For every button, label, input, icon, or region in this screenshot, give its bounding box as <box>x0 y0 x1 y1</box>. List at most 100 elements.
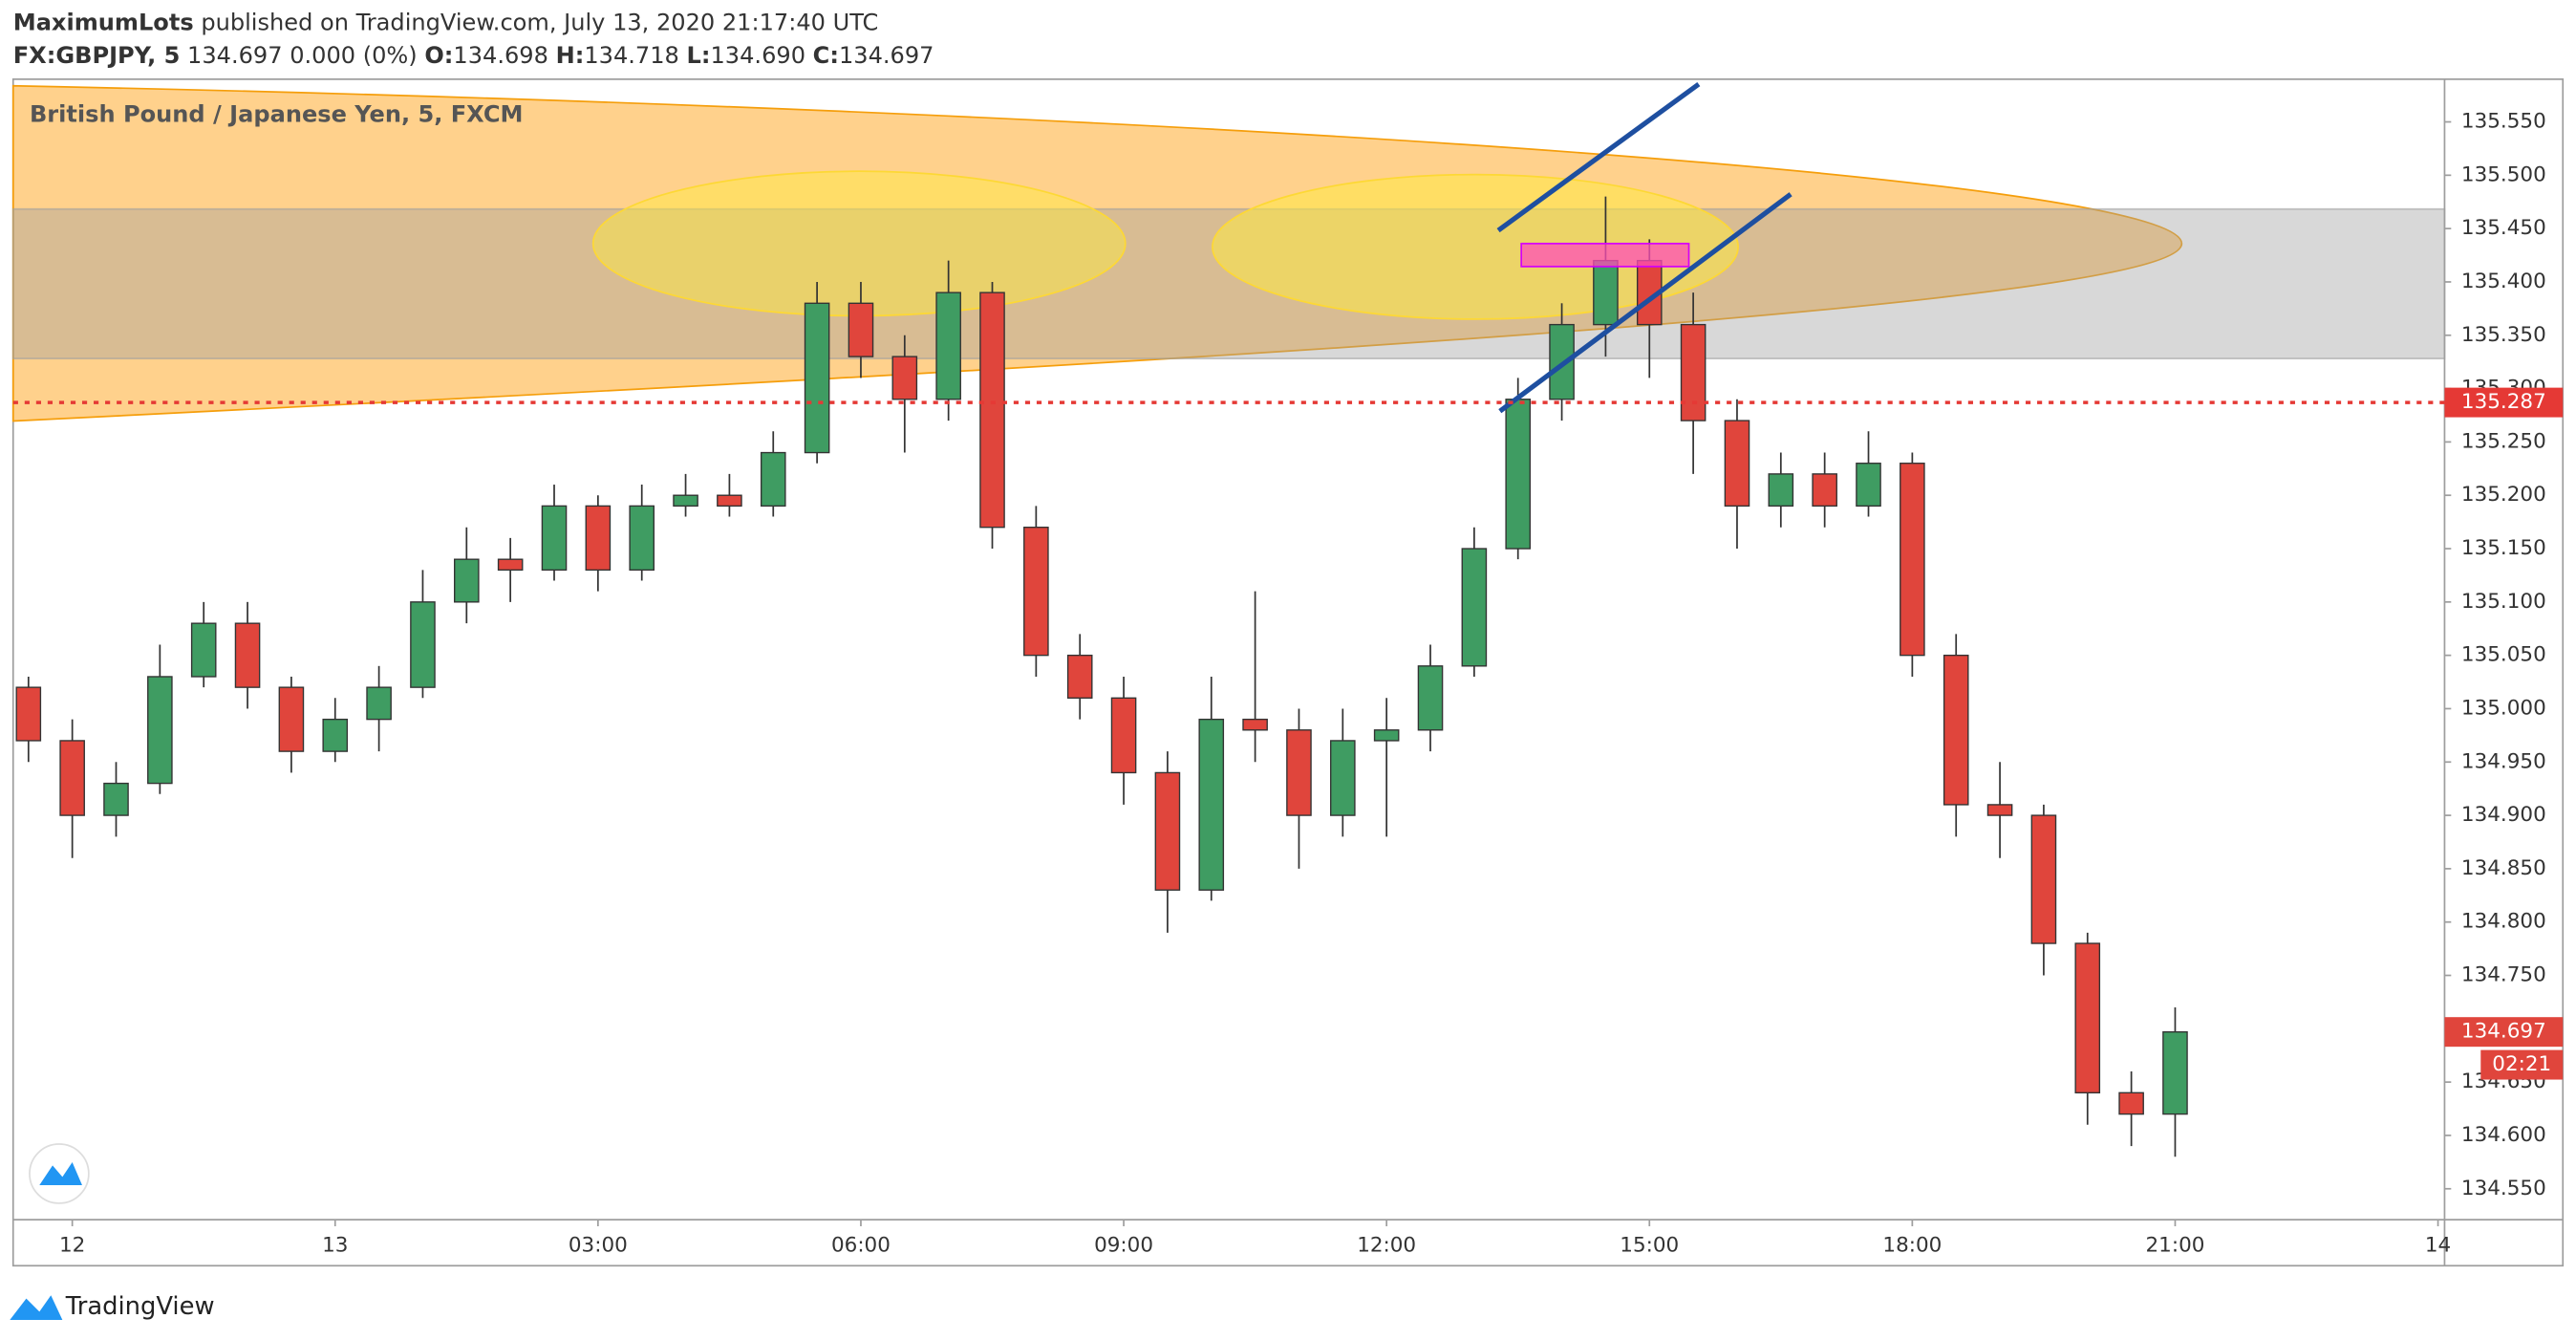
x-tick-label: 15:00 <box>1620 1234 1679 1258</box>
y-tick-label: 135.000 <box>2461 696 2546 720</box>
candle-body <box>1198 718 1225 891</box>
candle-body <box>541 505 568 572</box>
published: published on TradingView.com, July 13, 2… <box>201 9 878 35</box>
candle-body <box>2030 814 2057 944</box>
x-tick-label: 12 <box>59 1234 85 1258</box>
candles <box>15 196 2188 1157</box>
footer-brand: TradingView <box>65 1292 215 1321</box>
x-tick-label: 03:00 <box>569 1234 628 1258</box>
y-tick-label: 135.250 <box>2461 429 2546 453</box>
countdown-box <box>2480 1049 2564 1080</box>
candle-body <box>1110 697 1137 774</box>
change: 134.697 0.000 (0%) <box>187 42 418 69</box>
candle-body <box>1724 420 1750 508</box>
y-tick-label: 134.950 <box>2461 749 2546 773</box>
candle-body <box>935 292 961 400</box>
y-tick-label: 134.550 <box>2461 1177 2546 1200</box>
y-tick-label: 134.850 <box>2461 856 2546 880</box>
candle-body <box>2162 1030 2188 1115</box>
orange-ellipse <box>11 84 2183 422</box>
candle-body <box>1856 463 1881 508</box>
candle-body <box>1242 718 1268 731</box>
ohlc-label: O: <box>424 42 453 69</box>
candle-body <box>673 494 698 508</box>
candle-body <box>497 558 524 572</box>
x-tick-label: 14 <box>2425 1234 2451 1258</box>
candle-body <box>804 302 830 454</box>
price-line-label: 135.287 <box>2461 390 2546 414</box>
ohlc-value: 134.690 <box>711 42 806 69</box>
candle-body <box>410 601 436 688</box>
ohlc-label: L: <box>687 42 711 69</box>
last-price-box <box>2444 1017 2564 1048</box>
logo-icon <box>39 1161 82 1186</box>
candle-body <box>2074 942 2101 1093</box>
candle-body <box>1768 473 1794 508</box>
countdown-label: 02:21 <box>2492 1052 2551 1076</box>
header-line-1: MaximumLots published on TradingView.com… <box>13 9 879 35</box>
y-tick-label: 135.500 <box>2461 162 2546 186</box>
chart-title: British Pound / Japanese Yen, 5, FXCM <box>30 101 524 128</box>
candle-body <box>1023 527 1049 657</box>
candle-body <box>1373 729 1400 742</box>
candle-body <box>1505 399 1532 550</box>
y-tick-label: 135.050 <box>2461 643 2546 667</box>
x-tick-label: 06:00 <box>831 1234 891 1258</box>
x-tick-label: 13 <box>322 1234 348 1258</box>
candle-body <box>1593 259 1619 326</box>
candle-body <box>1066 654 1093 699</box>
price-line-label-box <box>2444 387 2564 418</box>
last-price-label: 134.697 <box>2461 1020 2546 1044</box>
candle-body <box>103 782 129 816</box>
header-line-2: FX:GBPJPY, 5 134.697 0.000 (0%) O:134.69… <box>13 42 934 69</box>
candle-body <box>717 494 742 508</box>
footer-icon <box>10 1295 63 1321</box>
x-tick-label: 21:00 <box>2146 1234 2205 1258</box>
candle-body <box>234 622 261 688</box>
y-tick-label: 134.900 <box>2461 803 2546 827</box>
candle-body <box>1330 740 1356 816</box>
candle-body <box>979 292 1005 529</box>
x-tick-label: 18:00 <box>1882 1234 1942 1258</box>
candle-body <box>15 686 42 742</box>
candle-body <box>147 676 173 785</box>
yellow-ellipse <box>591 170 1127 317</box>
candle-body <box>1461 548 1488 667</box>
candle-body <box>366 686 392 721</box>
candle-body <box>1812 473 1837 508</box>
footer-logo: TradingView <box>10 1292 215 1321</box>
y-tick-label: 134.600 <box>2461 1123 2546 1147</box>
frame <box>11 78 2565 1267</box>
candle-body <box>1680 323 1707 421</box>
candle-body <box>760 451 786 508</box>
y-tick-label: 135.150 <box>2461 536 2546 560</box>
y-tick-label: 134.750 <box>2461 963 2546 987</box>
x-tick-label: 12:00 <box>1357 1234 1416 1258</box>
candle-body <box>2118 1091 2144 1115</box>
publisher: MaximumLots <box>13 9 194 35</box>
candle-body <box>891 356 918 400</box>
y-tick-label: 135.400 <box>2461 270 2546 293</box>
candle-body <box>585 505 612 572</box>
candle-body <box>1986 804 2013 816</box>
ohlc-value: 134.698 <box>453 42 548 69</box>
y-tick-label: 135.100 <box>2461 590 2546 614</box>
symbol: FX:GBPJPY, 5 <box>13 42 181 69</box>
y-tick-label: 135.200 <box>2461 483 2546 507</box>
channel-line <box>1498 192 1792 414</box>
x-tick-label: 09:00 <box>1094 1234 1153 1258</box>
candle-body <box>454 558 480 603</box>
ohlc-value: 134.697 <box>839 42 934 69</box>
logo <box>29 1143 90 1204</box>
candle-body <box>1943 654 1969 806</box>
candle-body <box>848 302 874 357</box>
channel-line <box>1496 81 1701 233</box>
candle-body <box>1286 729 1312 816</box>
ohlc-label: H: <box>556 42 585 69</box>
overlays <box>1496 81 1792 414</box>
candle-body <box>1154 771 1181 891</box>
y-tick-label: 134.800 <box>2461 910 2546 934</box>
candle-body <box>190 622 217 678</box>
